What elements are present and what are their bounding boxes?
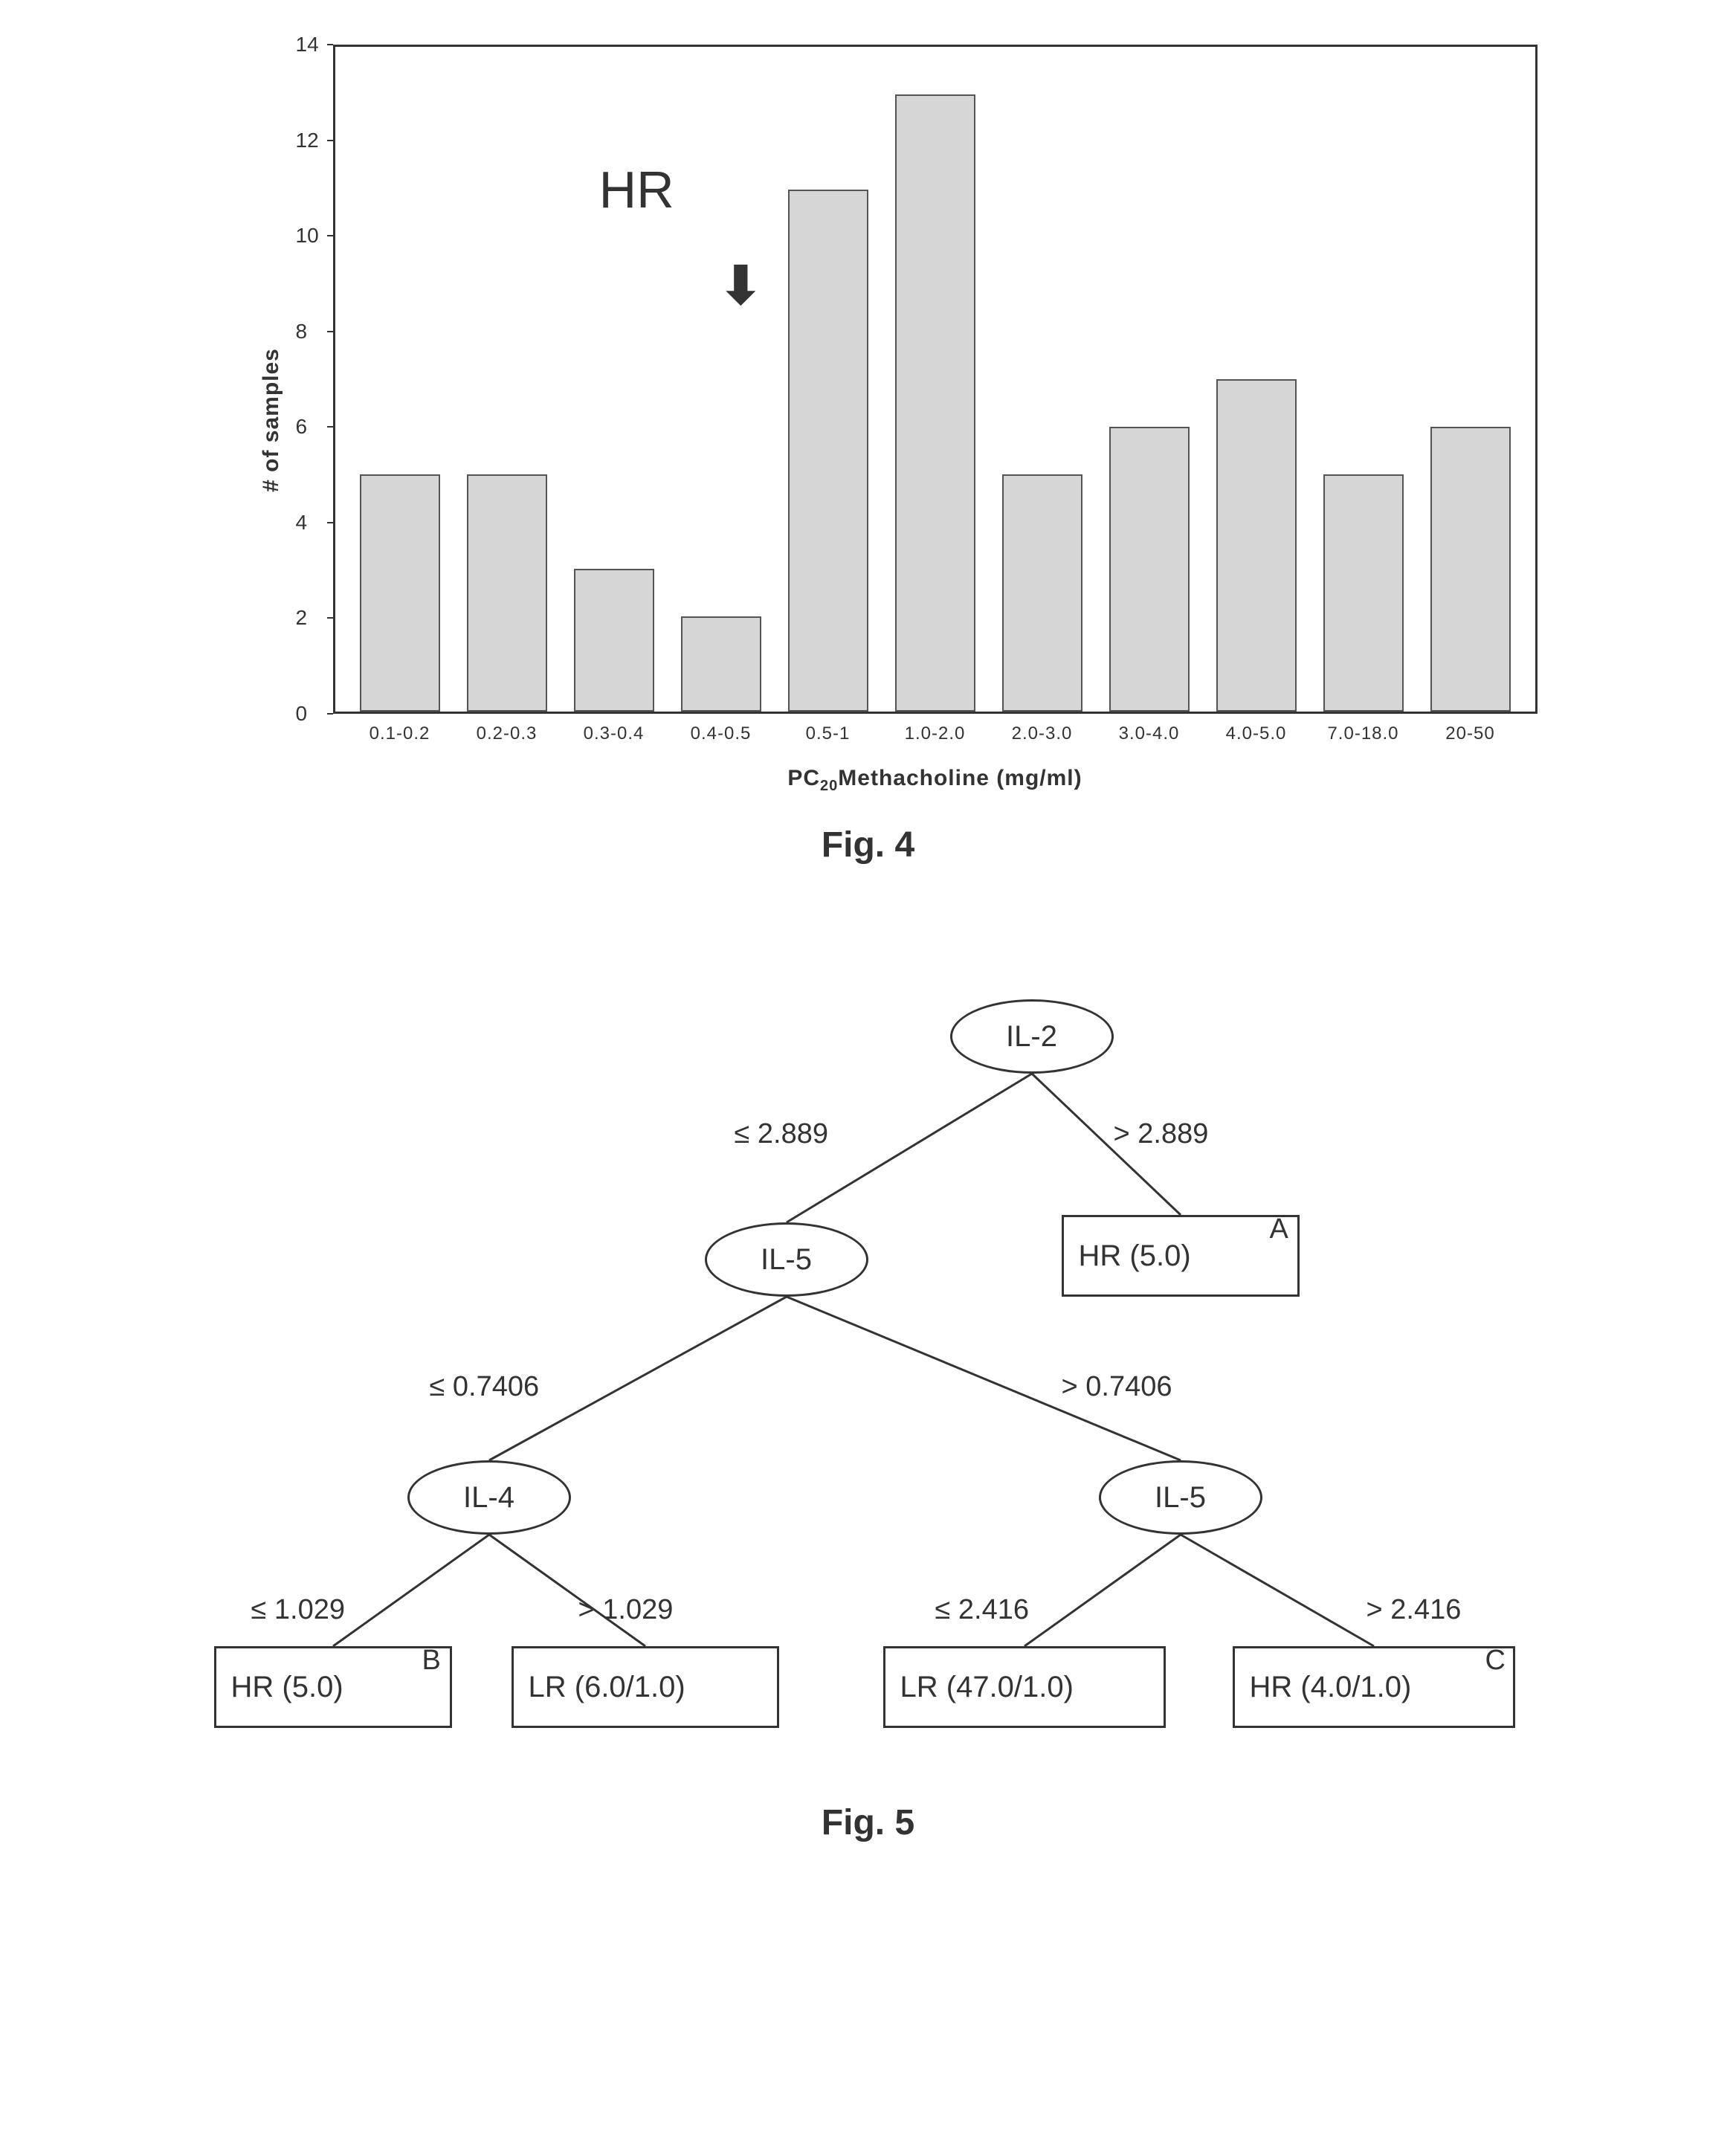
- tree-decision-node: IL-5: [705, 1222, 868, 1297]
- fig4-ylabel: # of samples: [258, 348, 283, 492]
- tree-leaf-tag: B: [422, 1645, 441, 1677]
- tree-decision-node: IL-2: [950, 999, 1114, 1074]
- fig4-bar: 7.0-18.0: [1323, 474, 1404, 712]
- fig4-xtick: 1.0-2.0: [905, 723, 966, 744]
- fig4-bar: 0.2-0.3: [467, 474, 547, 712]
- tree-edge-label: ≤ 1.029: [251, 1594, 346, 1626]
- fig4-bar: 0.4-0.5: [681, 616, 761, 712]
- fig4-xtick: 2.0-3.0: [1012, 723, 1073, 744]
- fig4-ytick: 2: [296, 606, 308, 630]
- fig4-bar: 20-50: [1430, 427, 1511, 712]
- fig4-ytick: 14: [296, 33, 319, 57]
- fig4-xtick: 3.0-4.0: [1119, 723, 1180, 744]
- fig4-ytick: 12: [296, 129, 319, 152]
- tree-leaf-tag: C: [1485, 1645, 1506, 1677]
- fig5-caption: Fig. 5: [59, 1802, 1677, 1843]
- fig4-xtick: 7.0-18.0: [1327, 723, 1398, 744]
- tree-edge-label: > 1.029: [578, 1594, 674, 1626]
- tree-leaf-node: HR (5.0): [214, 1646, 452, 1728]
- fig4-chart: # of samples 02468101214 HR ⬇ 0.1-0.20.2…: [199, 45, 1537, 795]
- fig4-xtick: 0.2-0.3: [477, 723, 538, 744]
- fig4-xtick: 20-50: [1445, 723, 1494, 744]
- tree-leaf-tag: A: [1270, 1213, 1288, 1245]
- fig4-xtick: 0.3-0.4: [584, 723, 645, 744]
- tree-edge-label: ≤ 0.7406: [430, 1371, 540, 1403]
- fig4-ytick: 6: [296, 415, 308, 439]
- fig4-xtick: 4.0-5.0: [1226, 723, 1287, 744]
- tree-decision-node: IL-4: [407, 1460, 571, 1535]
- fig4-bars: 0.1-0.2 0.2-0.3 0.3-0.4 0.4-0.5 0.5-1 1.0-2.0…: [335, 47, 1535, 712]
- tree-edge-label: > 0.7406: [1062, 1371, 1172, 1403]
- tree-edge-label: > 2.889: [1114, 1118, 1209, 1150]
- fig4-xtick: 0.1-0.2: [370, 723, 430, 744]
- tree-edge-label: > 2.416: [1366, 1594, 1462, 1626]
- fig4-bar: 0.5-1: [788, 190, 868, 712]
- tree-decision-node: IL-5: [1099, 1460, 1262, 1535]
- fig4-bar: 0.1-0.2: [360, 474, 440, 712]
- fig4-xtick: 0.4-0.5: [691, 723, 752, 744]
- tree-edge-label: ≤ 2.416: [935, 1594, 1030, 1626]
- fig4-xlabel: PC20Methacholine (mg/ml): [333, 766, 1537, 795]
- fig4-bar: 0.3-0.4: [574, 569, 654, 712]
- tree-leaf-node: HR (4.0/1.0): [1233, 1646, 1515, 1728]
- fig5-tree: ≤ 2.889 > 2.889 ≤ 0.7406 > 0.7406 ≤ 1.029 > 1…: [162, 955, 1575, 1773]
- fig4-ytick: 4: [296, 511, 308, 535]
- fig4-bar: 1.0-2.0: [895, 94, 975, 712]
- fig4-plot-area: HR ⬇ 0.1-0.20.2-0.30.3-0.40.4-0.50.5-11.…: [333, 45, 1537, 714]
- fig4-caption: Fig. 4: [59, 825, 1677, 865]
- fig4-bar: 3.0-4.0: [1109, 427, 1190, 712]
- fig4-bar: 2.0-3.0: [1002, 474, 1082, 712]
- fig4-ytick: 10: [296, 224, 319, 248]
- tree-leaf-node: LR (47.0/1.0): [883, 1646, 1166, 1728]
- tree-edge-label: ≤ 2.889: [735, 1118, 829, 1150]
- fig4-xtick: 0.5-1: [806, 723, 851, 744]
- tree-leaf-node: HR (5.0): [1062, 1215, 1300, 1297]
- fig4-bar: 4.0-5.0: [1216, 379, 1297, 712]
- tree-leaf-node: LR (6.0/1.0): [512, 1646, 779, 1728]
- fig4-ytick: 0: [296, 702, 308, 726]
- fig4-ytick: 8: [296, 320, 308, 344]
